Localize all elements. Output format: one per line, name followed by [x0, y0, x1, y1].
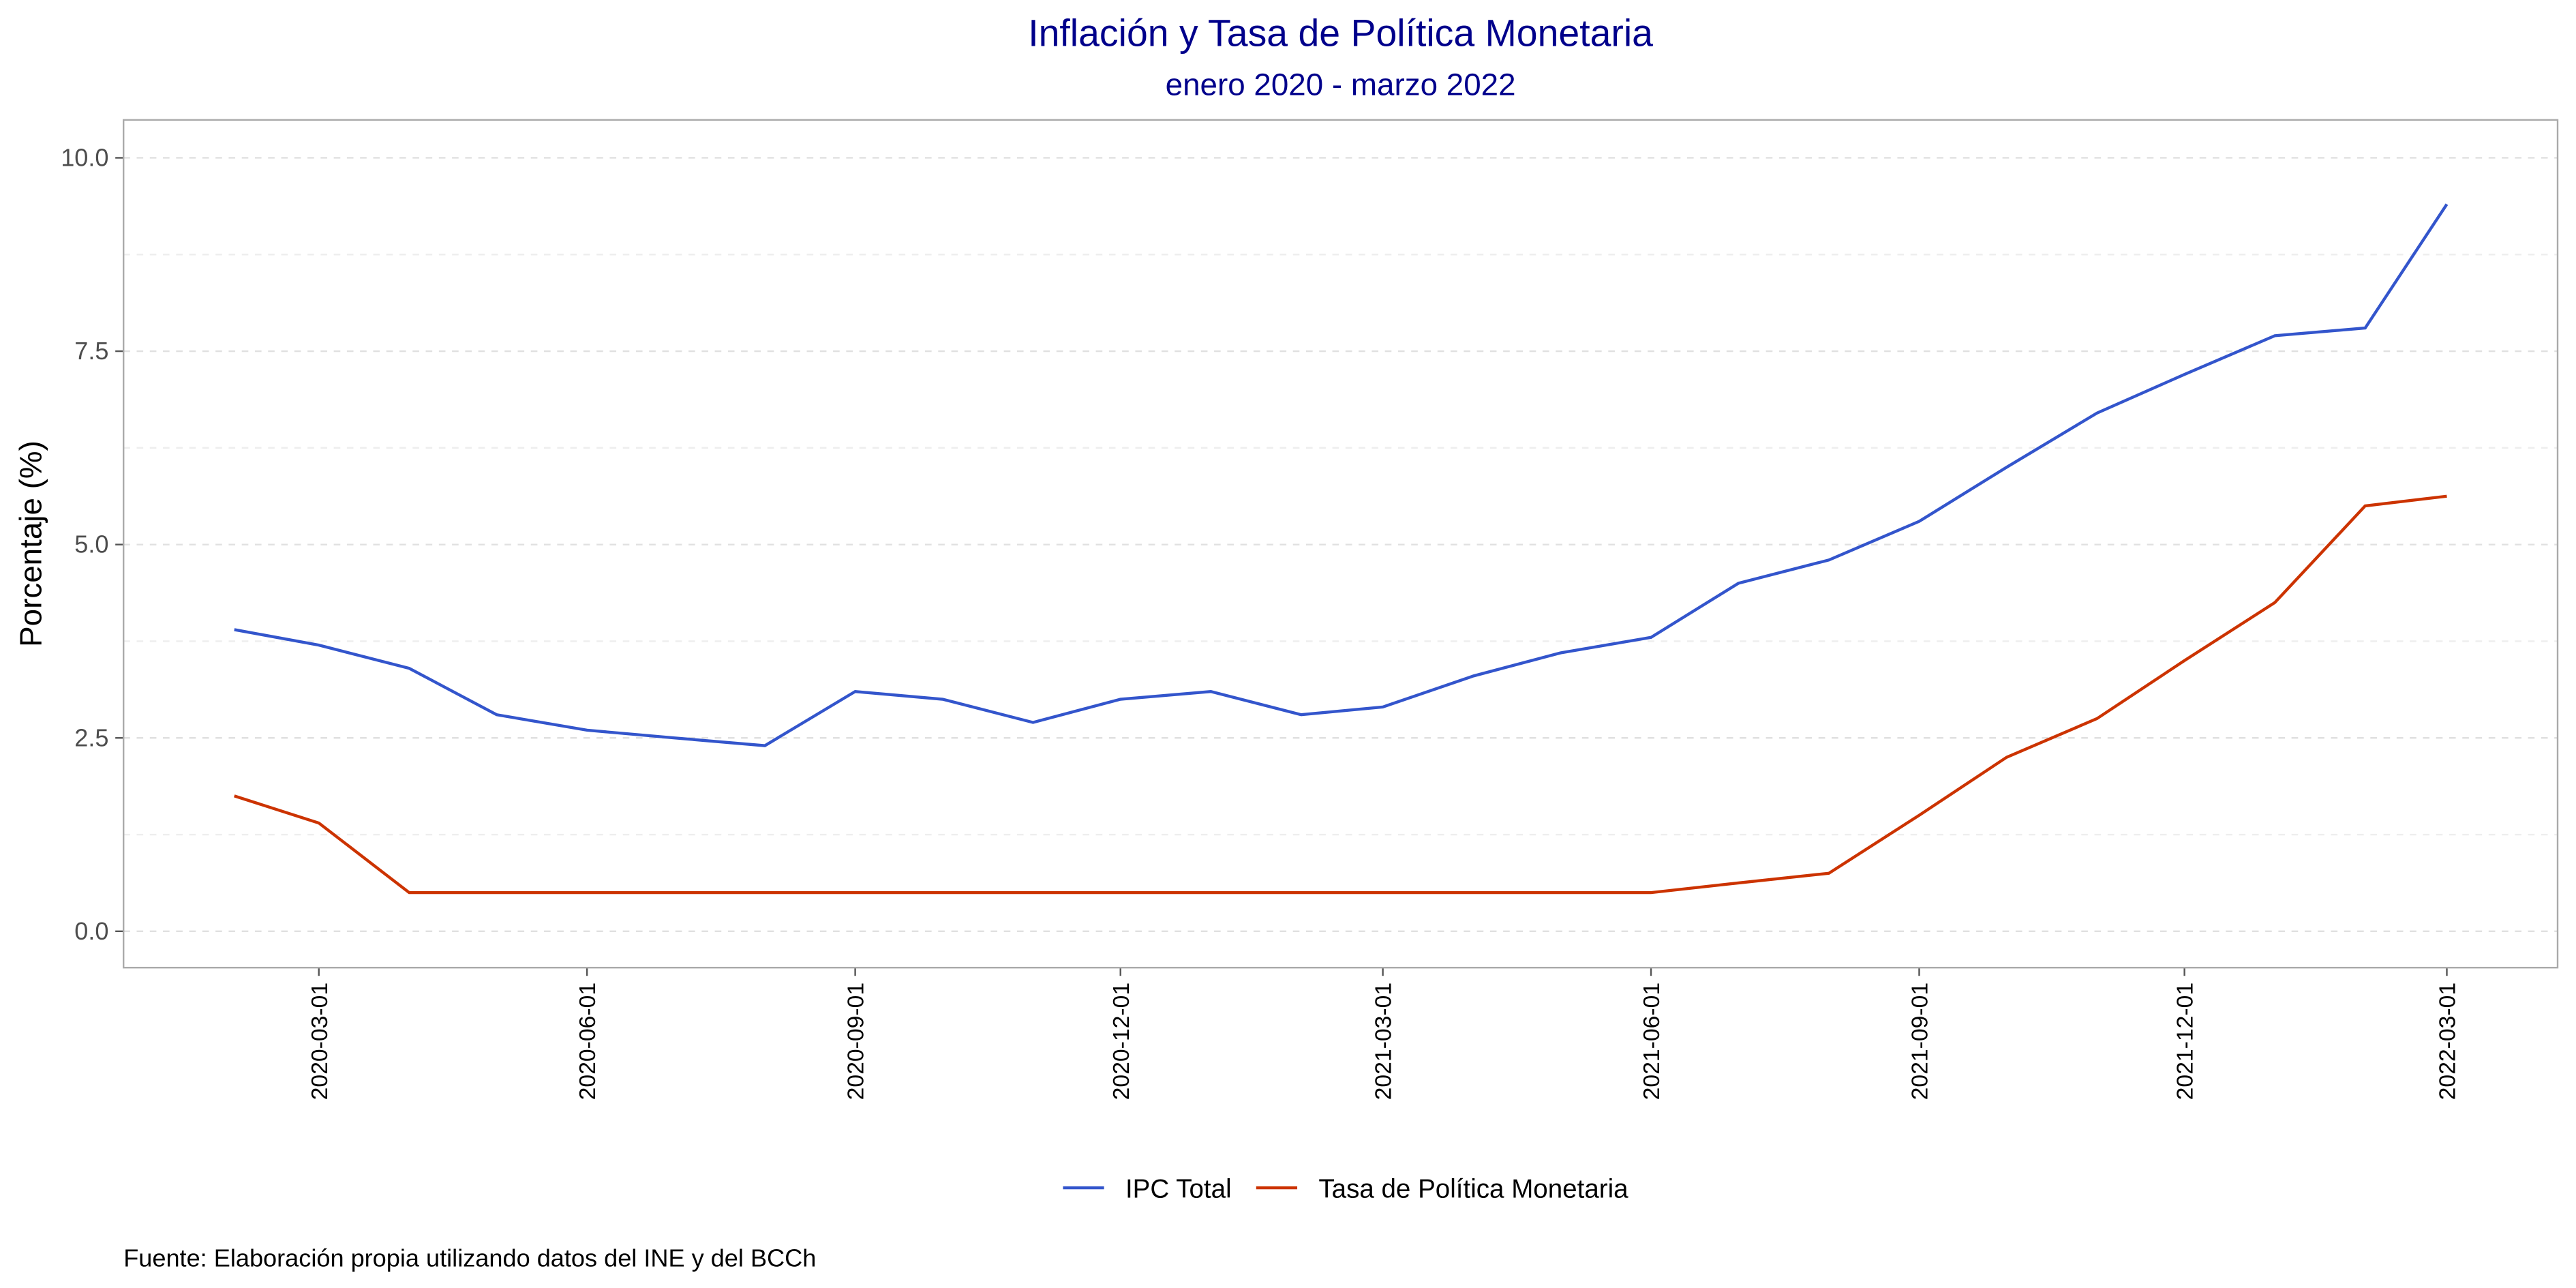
legend-label: Tasa de Política Monetaria — [1318, 1174, 1628, 1203]
x-tick-label: 2021-09-01 — [1907, 983, 1933, 1100]
x-tick-label: 2021-06-01 — [1639, 983, 1665, 1100]
y-tick-label: 2.5 — [74, 723, 108, 751]
series-line — [234, 203, 2449, 747]
y-tick-label: 7.5 — [74, 337, 108, 365]
x-tick-label: 2020-03-01 — [307, 983, 333, 1100]
x-tick-label: 2020-12-01 — [1108, 983, 1134, 1100]
y-axis-label: Porcentaje (%) — [14, 440, 48, 647]
x-tick-label: 2020-09-01 — [843, 983, 869, 1100]
chart-subtitle: enero 2020 - marzo 2022 — [1166, 68, 1516, 102]
y-tick-label: 0.0 — [74, 917, 108, 945]
legend-label: IPC Total — [1125, 1174, 1232, 1203]
plot-border — [123, 119, 2559, 969]
series-line — [234, 494, 2447, 895]
x-tick-label: 2020-06-01 — [575, 983, 601, 1100]
x-tick-label: 2022-03-01 — [2435, 983, 2461, 1100]
chart-title: Inflación y Tasa de Política Monetaria — [1028, 12, 1653, 54]
y-tick-label: 5.0 — [74, 530, 108, 558]
caption: Fuente: Elaboración propia utilizando da… — [123, 1244, 816, 1272]
x-tick-label: 2021-03-01 — [1371, 983, 1397, 1100]
y-tick-label: 10.0 — [61, 144, 108, 172]
x-tick-label: 2021-12-01 — [2172, 983, 2198, 1100]
